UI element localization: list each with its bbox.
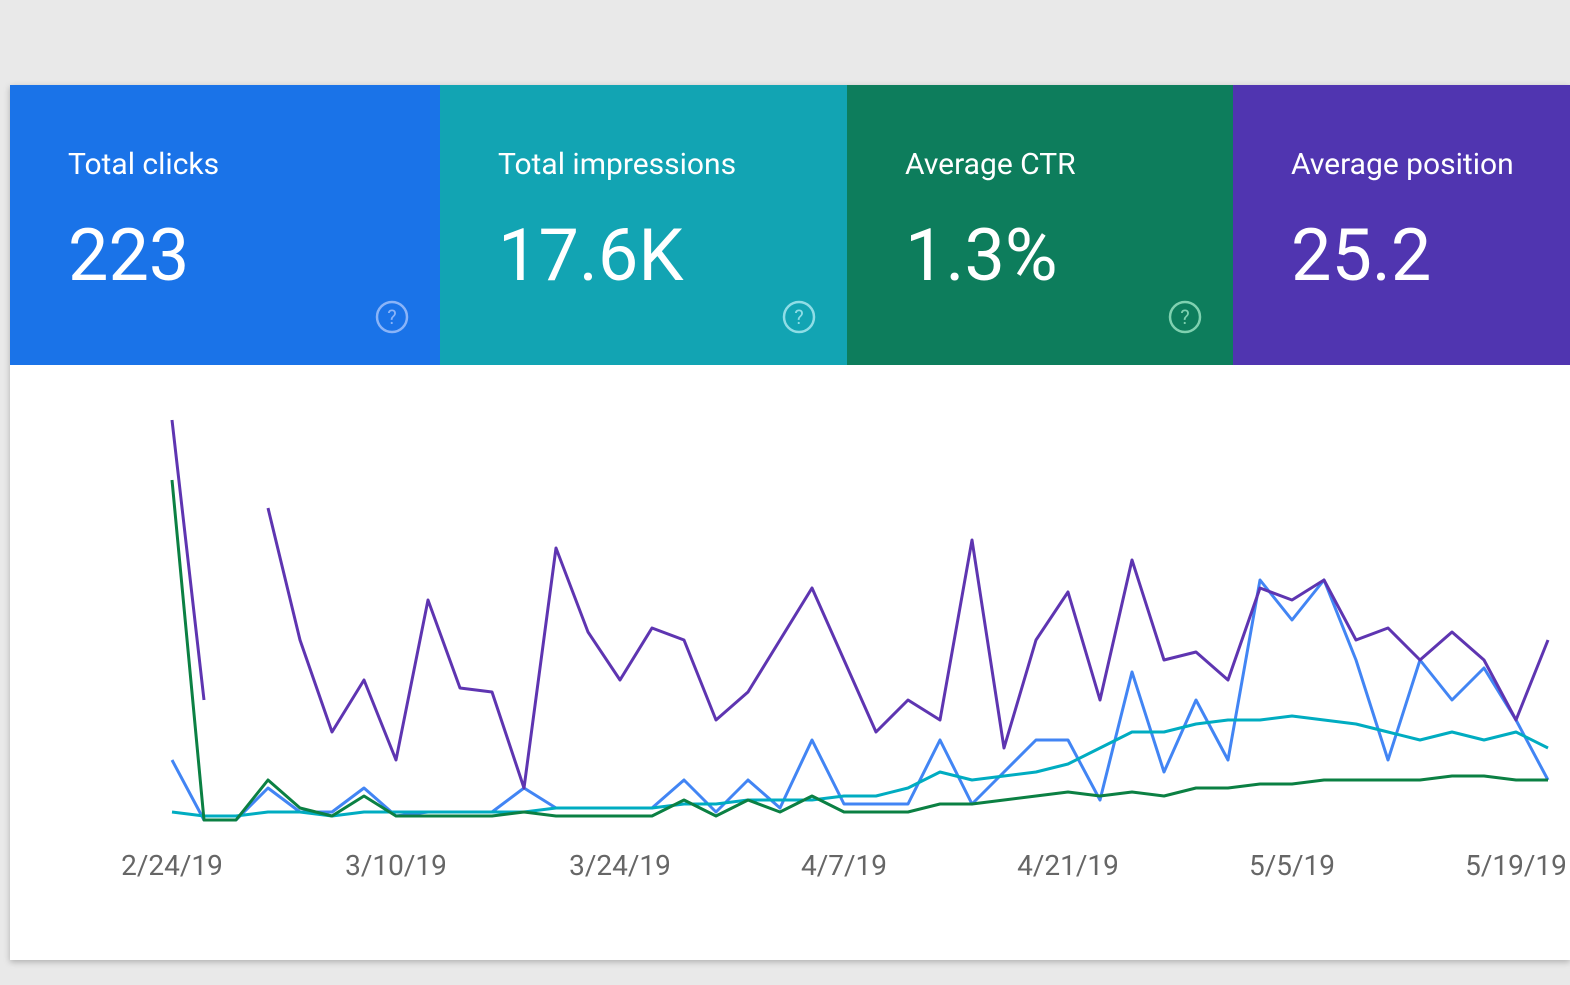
help-icon[interactable]: ? — [374, 299, 410, 335]
x-tick-label: 2/24/19 — [121, 849, 223, 882]
x-tick-label: 5/5/19 — [1249, 849, 1335, 882]
card-value: 223 — [68, 213, 190, 298]
data-line — [170, 419, 1550, 790]
card[interactable]: Total impressions 17.6K ? — [440, 85, 847, 365]
help-icon[interactable]: ? — [1167, 299, 1203, 335]
performance-panel: Total clicks 223 ? Total impressions 17.… — [10, 85, 1570, 960]
card-label: Average CTR — [905, 147, 1076, 182]
card[interactable]: Average position 25.2 — [1233, 85, 1570, 365]
svg-text:?: ? — [387, 305, 396, 329]
card[interactable]: Average CTR 1.3% ? — [847, 85, 1233, 365]
x-tick-label: 4/21/19 — [1017, 849, 1119, 882]
card-label: Total clicks — [68, 147, 220, 182]
card[interactable]: Total clicks 223 ? — [10, 85, 440, 365]
svg-text:?: ? — [794, 305, 803, 329]
x-tick-label: 5/19/19 — [1465, 849, 1567, 882]
card-value: 25.2 — [1291, 213, 1432, 298]
x-tick-label: 3/10/19 — [345, 849, 447, 882]
x-tick-label: 4/7/19 — [801, 849, 887, 882]
card-value: 1.3% — [905, 213, 1058, 298]
svg-text:?: ? — [1180, 305, 1189, 329]
data-line — [170, 479, 1548, 822]
data-line — [171, 714, 1549, 818]
card-label: Average position — [1291, 147, 1514, 182]
chart: 2/24/19 3/10/19 3/24/19 4/7/19 4/21/19 5/5/19… — [121, 419, 1567, 882]
card-label: Total impressions — [498, 147, 737, 182]
help-icon[interactable]: ? — [781, 299, 817, 335]
card-value: 17.6K — [498, 213, 684, 298]
x-tick-label: 3/24/19 — [569, 849, 671, 882]
